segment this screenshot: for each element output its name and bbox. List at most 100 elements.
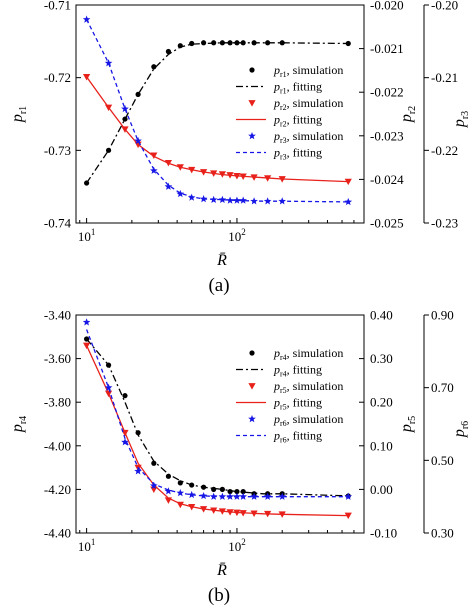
right2-axis-label: pr3 — [451, 111, 471, 128]
right1-tick-label: -0.023 — [370, 128, 404, 143]
series-line — [86, 19, 349, 203]
right1-tick-label: -0.10 — [370, 526, 397, 541]
legend-entry: pr2, simulation — [273, 96, 343, 112]
data-point — [134, 467, 142, 475]
series-line — [85, 329, 349, 498]
data-point — [239, 196, 247, 204]
right2-axis-label: pr6 — [451, 421, 471, 438]
left-tick-label: -4.00 — [44, 438, 71, 453]
legend-marker-swatch — [249, 350, 255, 356]
x-tick-label: 101 — [78, 537, 96, 554]
legend-entry: pr2, fitting — [273, 113, 322, 129]
data-point — [82, 318, 91, 326]
data-point — [240, 488, 246, 495]
left-tick-label: -4.40 — [44, 526, 71, 541]
data-point — [218, 195, 227, 203]
legend-marker-swatch — [248, 415, 256, 423]
data-point — [200, 40, 207, 46]
data-point — [104, 59, 113, 67]
data-point — [104, 383, 113, 391]
right1-tick-label: -0.020 — [370, 0, 404, 13]
legend-entry: pr3, simulation — [273, 129, 343, 145]
data-point — [233, 196, 241, 204]
right2-tick-label: 0.90 — [431, 308, 454, 323]
left-tick-label: -0.74 — [44, 216, 72, 231]
right2-tick-label: -0.20 — [431, 0, 458, 13]
data-point — [187, 490, 196, 499]
legend-entry: pr4, simulation — [273, 346, 343, 362]
x-tick-label: 102 — [228, 537, 246, 554]
legend-entry: pr3, fitting — [273, 146, 322, 162]
data-point — [279, 40, 285, 46]
left-axis-label: pr1 — [9, 106, 29, 123]
legend-marker-swatch — [248, 100, 256, 107]
data-point — [278, 492, 287, 500]
data-point — [164, 182, 173, 190]
data-point — [344, 197, 353, 206]
right1-tick-label: 0.00 — [370, 482, 393, 497]
right1-tick-label: -0.024 — [370, 172, 404, 187]
legend-marker-swatch — [248, 383, 256, 390]
left-tick-label: -0.71 — [44, 0, 71, 13]
series-layer — [82, 15, 353, 206]
right1-tick-label: 0.10 — [370, 438, 393, 453]
data-point — [121, 438, 129, 446]
series-line — [86, 76, 349, 183]
data-point — [250, 492, 258, 500]
series-line — [86, 338, 349, 497]
data-point — [199, 491, 208, 500]
panel-caption: (a) — [208, 275, 229, 296]
data-point — [189, 40, 195, 47]
x-tick-label: 102 — [228, 227, 246, 244]
legend-entry: pr4, fitting — [273, 363, 322, 379]
left-tick-label: -0.72 — [44, 70, 71, 85]
data-point — [122, 393, 128, 399]
right2-tick-label: 0.70 — [431, 380, 454, 395]
data-point — [234, 40, 240, 46]
series-line — [86, 345, 349, 517]
right1-tick-label: -0.021 — [370, 41, 404, 56]
data-point — [265, 40, 271, 46]
legend-entry: pr6, simulation — [273, 412, 343, 428]
data-point — [263, 492, 272, 500]
right1-axis-label: pr2 — [398, 106, 418, 123]
plot-frame — [75, 314, 365, 534]
right2-tick-label: 0.50 — [431, 453, 454, 468]
x-axis-label: R̄ — [216, 562, 227, 579]
series-layer — [82, 318, 353, 520]
right1-tick-label: -0.022 — [370, 85, 404, 100]
right1-tick-label: 0.30 — [370, 351, 393, 366]
data-point — [219, 40, 225, 46]
legend-entry: pr6, fitting — [273, 429, 322, 445]
data-point — [165, 48, 172, 55]
right1-tick-label: 0.40 — [370, 308, 393, 323]
legend-entry: pr5, fitting — [273, 396, 322, 412]
left-axis-label: pr4 — [9, 416, 29, 433]
data-point — [151, 460, 157, 466]
legend-entry: pr1, simulation — [273, 63, 343, 79]
data-point — [121, 104, 129, 113]
right1-tick-label: -0.025 — [370, 216, 404, 231]
right2-tick-label: -0.22 — [431, 143, 458, 158]
x-axis-label: R̄ — [216, 252, 227, 269]
left-tick-label: -4.20 — [44, 482, 71, 497]
series-line — [86, 42, 349, 184]
data-point — [134, 136, 142, 145]
data-point — [82, 15, 91, 23]
right2-tick-label: -0.21 — [431, 70, 458, 85]
right2-tick-label: 0.30 — [431, 526, 454, 541]
legend-entry: pr5, simulation — [273, 379, 343, 395]
data-point — [227, 40, 233, 46]
data-point — [122, 116, 128, 122]
legend-marker-swatch — [248, 132, 256, 140]
plot-frame — [75, 4, 365, 224]
legend-marker-swatch — [249, 67, 255, 73]
left-tick-label: -3.60 — [44, 351, 71, 366]
data-point — [176, 189, 185, 198]
data-point — [151, 64, 157, 70]
left-tick-label: -3.80 — [44, 395, 71, 410]
